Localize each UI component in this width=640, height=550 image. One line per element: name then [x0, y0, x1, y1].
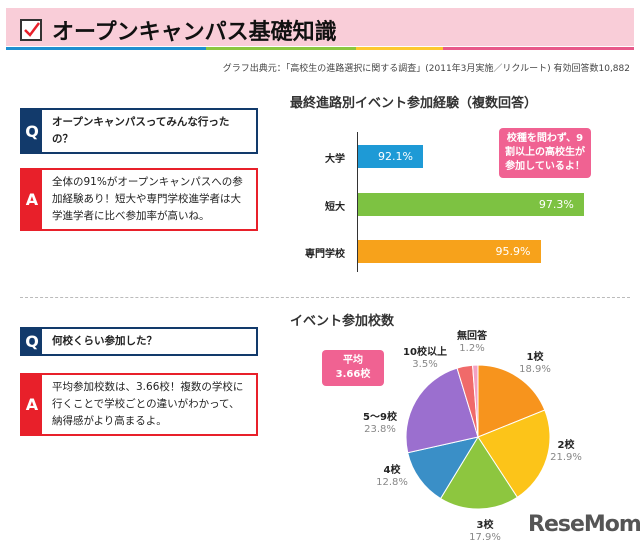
pie-value: 1.2%	[459, 343, 485, 354]
pie-value: 17.9%	[469, 532, 501, 543]
pie-label: 無回答 1.2%	[447, 331, 497, 355]
pie-slice	[477, 409, 551, 498]
bar-value-label: 95.9%	[495, 245, 531, 258]
pie-value: 3.5%	[412, 359, 438, 370]
answer-text: 平均参加校数は、3.66校！複数の学校に行くことで学校ごとの違いがわかって、納得…	[52, 381, 244, 427]
page-title: オープンキャンパス基礎知識	[52, 20, 337, 45]
a-badge: A	[22, 375, 42, 434]
average-label: 平均	[343, 355, 363, 366]
bar-value-label: 92.1%	[378, 150, 413, 163]
stripe	[6, 47, 206, 50]
answer-box: A 全体の91%がオープンキャンパスへの参加経験あり！短大や専門学校進学者は大学進…	[20, 168, 258, 231]
pie-label: 1校 18.9%	[510, 352, 560, 376]
bar-chart-title: 最終進路別イベント参加経験（複数回答）	[290, 96, 538, 111]
answer-box: A 平均参加校数は、3.66校！複数の学校に行くことで学校ごとの違いがわかって、納…	[20, 373, 258, 436]
pie-category: 2校	[557, 440, 575, 451]
pie-slice	[405, 367, 479, 454]
a-badge: A	[22, 170, 42, 229]
pie-slice	[477, 364, 546, 438]
bar: 97.3%	[358, 192, 584, 216]
divider	[20, 297, 630, 298]
q-badge: Q	[22, 329, 42, 354]
pie-value: 23.8%	[364, 424, 396, 435]
pie-chart-title: イベント参加校数	[290, 314, 395, 329]
question-box: Q オープンキャンパスってみんな行ったの？	[20, 108, 258, 154]
pie-label: 2校 21.9%	[541, 440, 591, 464]
pie-slice	[472, 364, 479, 438]
stripe	[356, 47, 443, 50]
resemom-logo: ReseMom	[528, 512, 640, 537]
pie-slice	[407, 436, 480, 500]
checkbox-icon	[20, 19, 42, 41]
pie-value: 18.9%	[519, 364, 551, 375]
bar-annotation: 校種を問わず、9割以上の高校生が参加しているよ！	[499, 128, 591, 178]
stripe	[443, 47, 634, 50]
bar-category-label: 大学	[325, 154, 345, 165]
pie-label: 3校 17.9%	[460, 520, 510, 544]
pie-category: 無回答	[457, 331, 487, 342]
q-badge: Q	[22, 110, 42, 152]
pie-category: 4校	[383, 465, 401, 476]
pie-value: 21.9%	[550, 452, 582, 463]
pie-category: 5～9校	[363, 412, 397, 423]
bar-value-label: 97.3%	[538, 197, 574, 211]
header-banner: オープンキャンパス基礎知識	[6, 8, 634, 46]
source-note: グラフ出典元：「高校生の進路選択に関する調査」(2011年3月実施／リクルート)…	[222, 64, 630, 74]
bar-category-label: 専門学校	[305, 249, 345, 260]
pie-label: 5～9校 23.8%	[355, 412, 405, 436]
question-text: オープンキャンパスってみんな行ったの？	[52, 116, 230, 145]
pie-label: 4校 12.8%	[367, 465, 417, 489]
pie-category: 1校	[526, 352, 544, 363]
question-text: 何校くらい参加した？	[52, 335, 157, 347]
average-value: 3.66校	[335, 369, 371, 380]
pie-category: 10校以上	[403, 347, 447, 358]
pie-slice	[439, 436, 519, 510]
stripe	[206, 47, 356, 50]
pie-label: 10校以上 3.5%	[400, 347, 450, 371]
average-bubble: 平均 3.66校	[322, 350, 384, 386]
bar-category-label: 短大	[325, 201, 345, 213]
bar: 92.1%	[358, 145, 423, 168]
pie-value: 12.8%	[376, 477, 408, 488]
bar-axis	[357, 132, 358, 272]
bar: 95.9%	[358, 240, 541, 263]
answer-text: 全体の91%がオープンキャンパスへの参加経験あり！短大や専門学校進学者は大学進学…	[52, 176, 243, 222]
pie-category: 3校	[476, 520, 494, 531]
question-box: Q 何校くらい参加した？	[20, 327, 258, 356]
